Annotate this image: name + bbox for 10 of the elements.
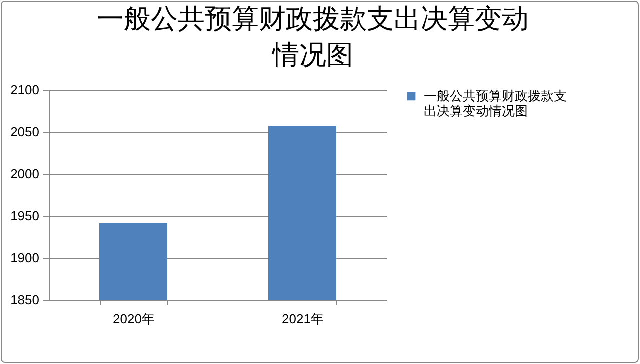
y-tick-label: 1950 xyxy=(10,208,40,224)
y-tick-label: 2000 xyxy=(10,166,40,182)
y-tick-label: 1850 xyxy=(10,292,40,308)
y-tick-label: 2050 xyxy=(10,124,40,140)
legend-label: 一般公共预算财政拨款支出决算变动情况图 xyxy=(424,88,567,118)
x-tick-label: 2020年 xyxy=(113,312,155,326)
x-tick-label: 2021年 xyxy=(282,312,324,326)
chart-title: 一般公共预算财政拨款支出决算变动情况图 xyxy=(97,4,529,70)
y-tick-label: 2100 xyxy=(10,82,40,98)
y-tick-label: 1900 xyxy=(10,250,40,266)
